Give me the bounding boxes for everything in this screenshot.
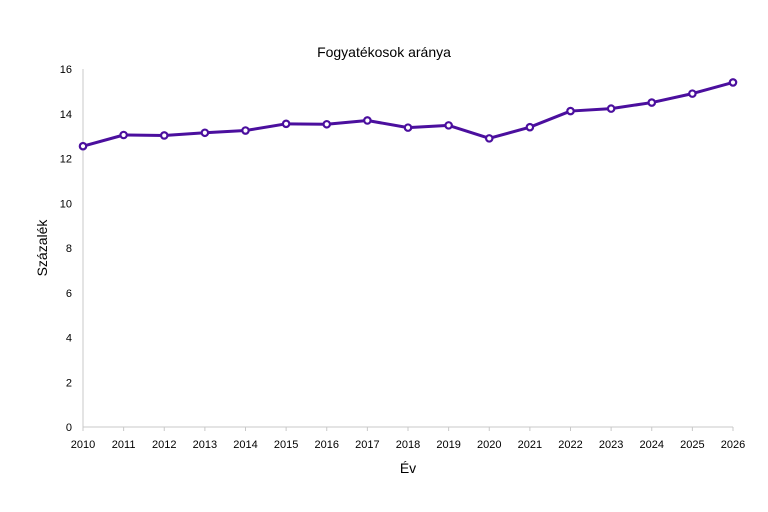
axes: 0 2 4 6 8 10 12 14 16 2010 2011 2012 2013 2014 2015 201… xyxy=(60,64,745,451)
x-tick-label: 2011 xyxy=(112,439,136,451)
x-tick-label: 2017 xyxy=(355,439,379,451)
y-axis-label: Százalék xyxy=(34,219,50,277)
x-tick-label: 2025 xyxy=(680,439,704,451)
x-tick-label: 2016 xyxy=(315,439,339,451)
data-point xyxy=(119,130,128,140)
y-tick-label: 10 xyxy=(60,198,72,210)
y-tick-label: 6 xyxy=(66,288,72,300)
y-tick-label: 8 xyxy=(66,243,72,255)
data-point xyxy=(159,131,169,140)
data-point xyxy=(728,78,738,87)
y-tick-label: 16 xyxy=(60,64,72,76)
data-point xyxy=(688,89,697,98)
x-tick-label: 2018 xyxy=(396,439,420,451)
series-line xyxy=(82,80,734,148)
x-tick-label: 2013 xyxy=(193,439,217,451)
y-tick-label: 4 xyxy=(66,333,72,345)
y-tick-label: 2 xyxy=(66,377,72,389)
x-tick-label: 2020 xyxy=(477,439,501,451)
x-tick-label: 2019 xyxy=(436,439,460,451)
x-tick-label: 2024 xyxy=(640,439,664,451)
x-tick-label: 2022 xyxy=(558,439,582,451)
y-tick-label: 12 xyxy=(60,154,72,166)
data-point xyxy=(363,116,372,125)
x-tick-label: 2026 xyxy=(721,439,745,451)
data-point xyxy=(200,128,210,138)
data-point xyxy=(322,119,332,129)
chart-title: Fogyatékosok aránya xyxy=(317,44,451,60)
data-point xyxy=(241,126,250,135)
data-point xyxy=(403,123,413,132)
x-tick-label: 2010 xyxy=(71,439,95,451)
data-point xyxy=(525,122,535,132)
x-tick-label: 2014 xyxy=(233,439,257,451)
series-layer xyxy=(78,78,738,151)
y-tick-label: 14 xyxy=(60,109,72,121)
data-point xyxy=(281,119,291,129)
y-tick-label: 0 xyxy=(66,422,72,434)
x-axis-label: Év xyxy=(400,460,416,476)
data-point xyxy=(647,98,657,107)
x-tick-label: 2023 xyxy=(599,439,623,451)
data-point xyxy=(606,104,616,113)
data-point xyxy=(444,121,453,130)
x-tick-label: 2015 xyxy=(274,439,298,451)
x-tick-label: 2012 xyxy=(152,439,176,451)
data-point xyxy=(484,134,494,143)
x-tick-label: 2021 xyxy=(518,439,542,451)
data-point xyxy=(78,141,88,151)
data-point xyxy=(566,106,575,116)
